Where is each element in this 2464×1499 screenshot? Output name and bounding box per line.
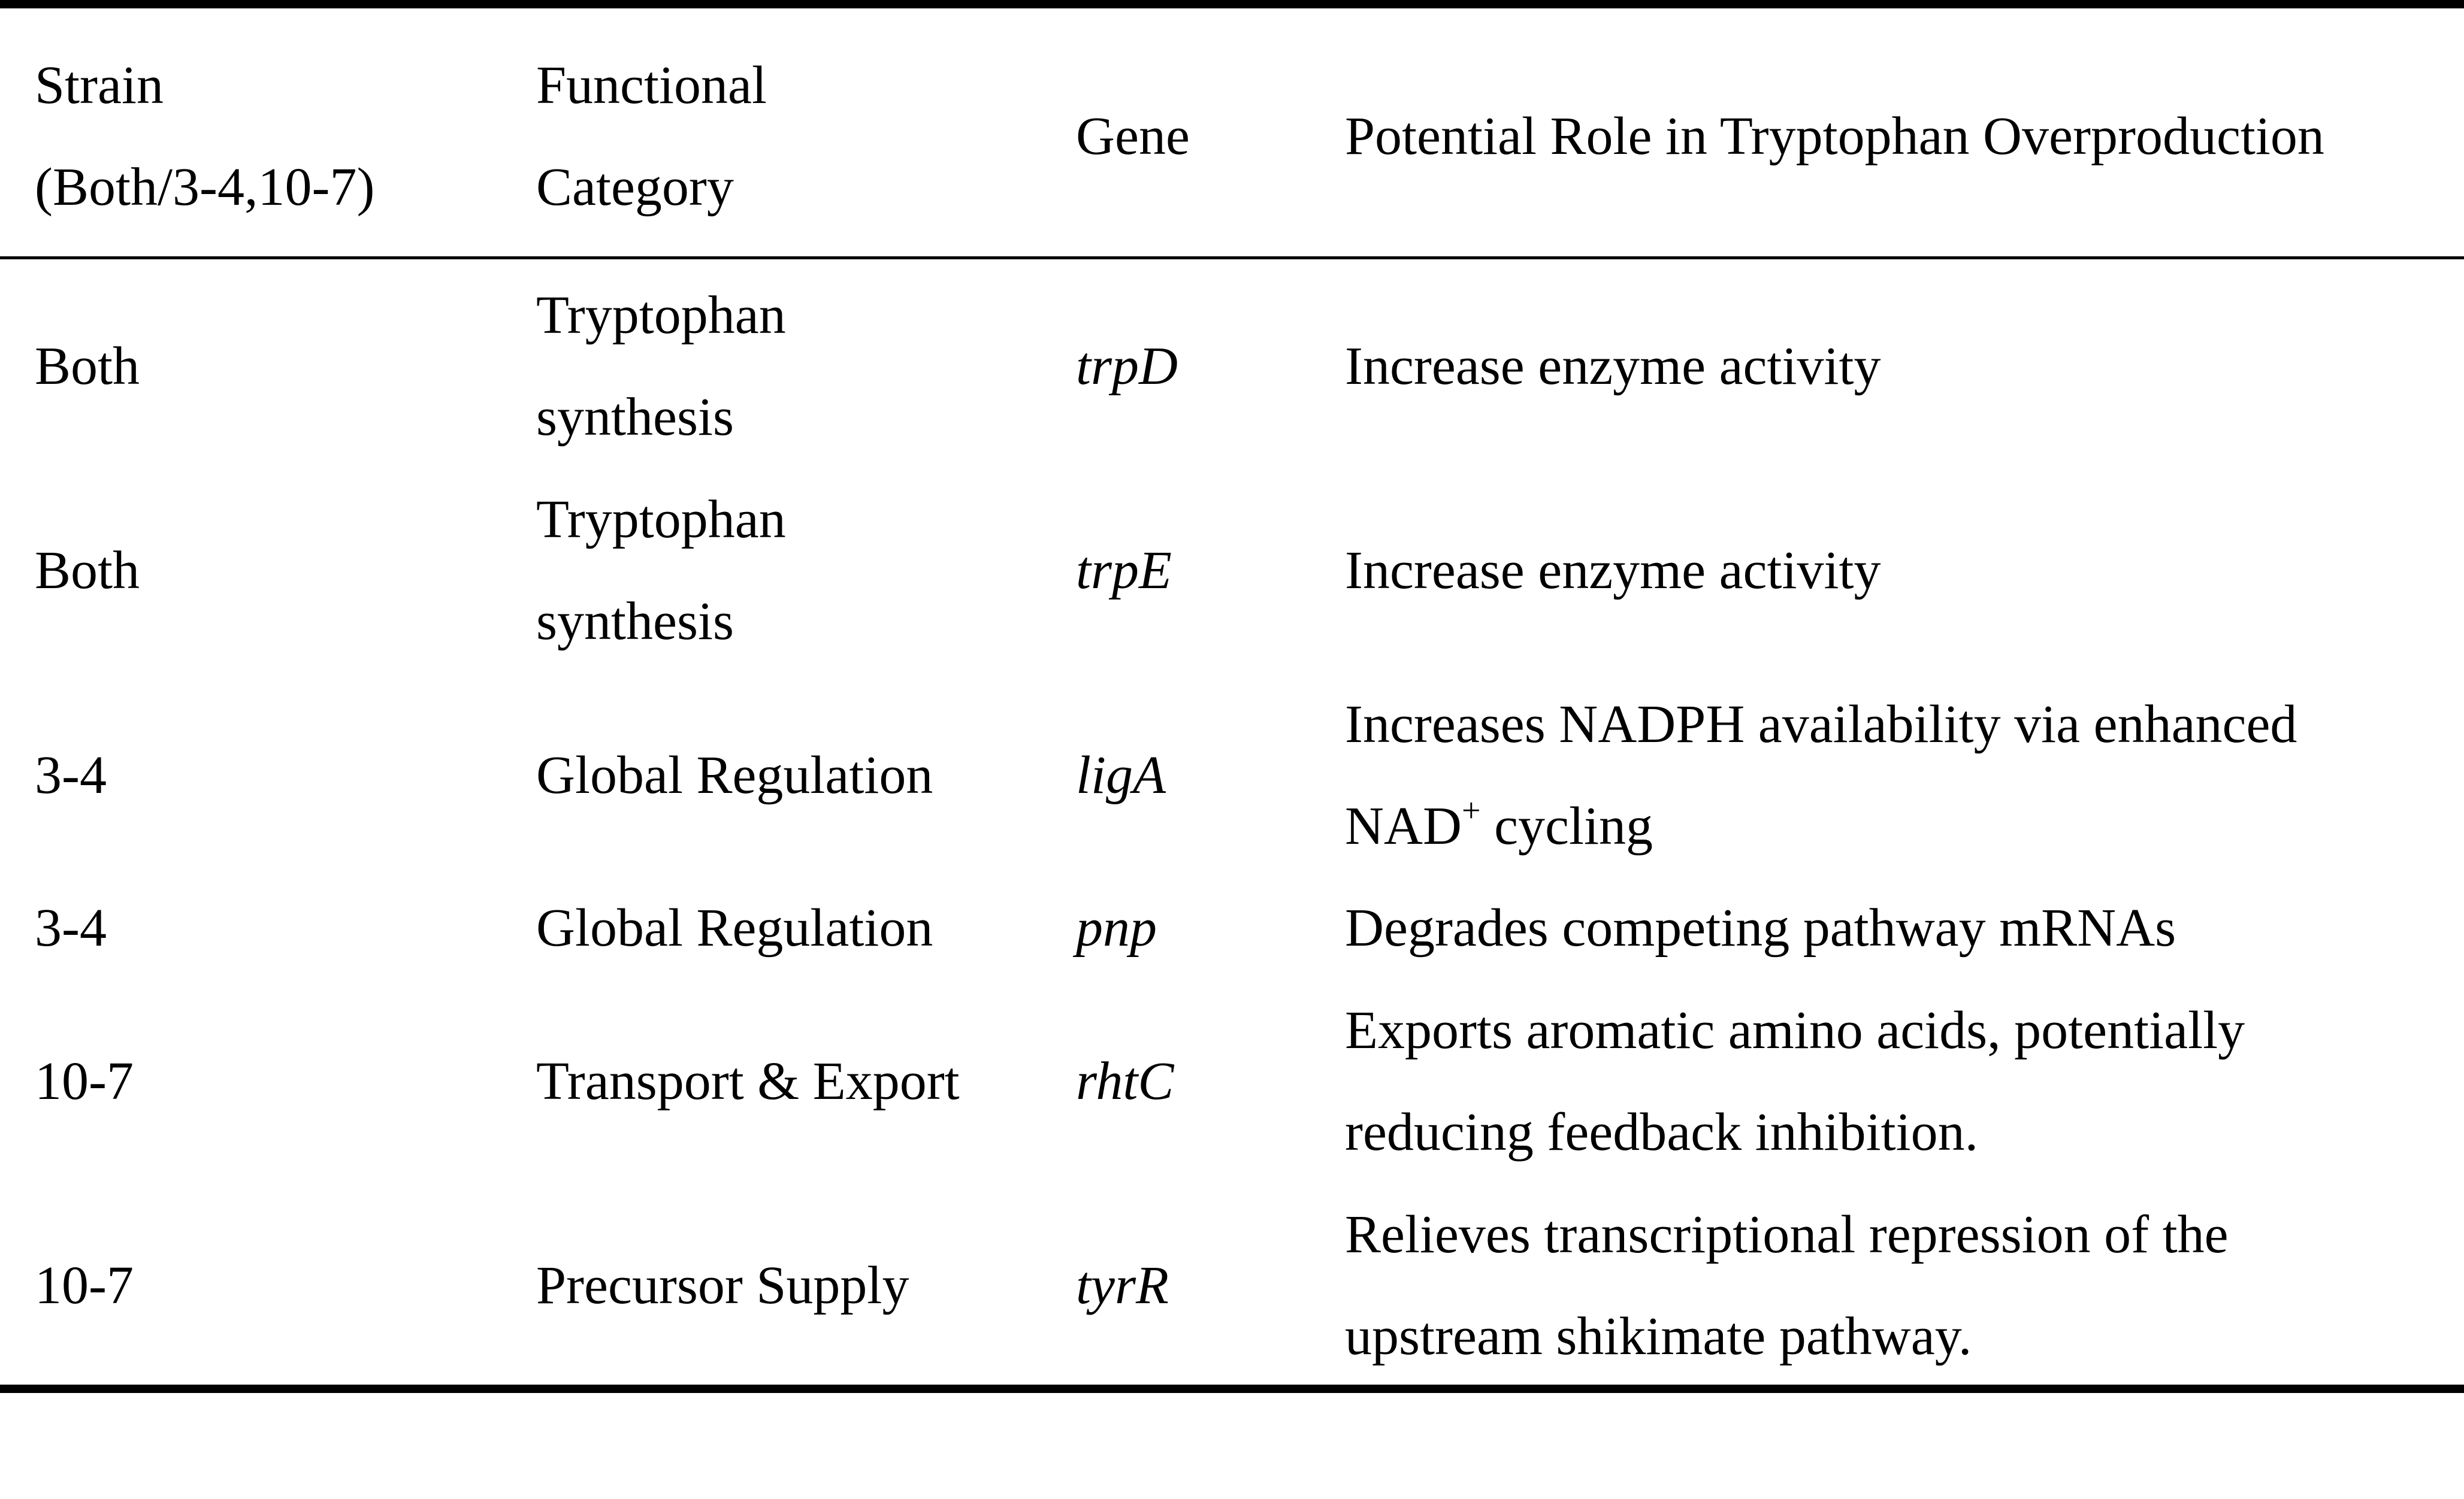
row-6-role-line1: Relieves transcriptional repression of t… [1345,1205,2229,1264]
row-3-role-cycling: cycling [1480,797,1653,856]
row-4-category: Global Regulation [536,898,933,958]
row-3-role-line2: NAD+ cycling [1345,776,2297,877]
row-1-category-line1: Tryptophan [536,286,786,345]
header-category: Functional Category [536,35,767,238]
row-3-category: Global Regulation [536,746,933,805]
row-2-gene: trpE [1076,541,1172,600]
row-6-role: Relieves transcriptional repression of t… [1345,1184,2229,1388]
row-3-role: Increases NADPH availability via enhance… [1345,674,2297,877]
row-4-role: Degrades competing pathway mRNAs [1345,898,2176,958]
row-2-category-line2: synthesis [536,592,734,651]
header-strain: Strain (Both/3-4,10-7) [35,35,374,238]
header-rule [0,256,2464,259]
row-5-role-line2: reducing feedback inhibition. [1345,1103,1979,1162]
row-4-gene: pnp [1076,898,1157,958]
row-1-role: Increase enzyme activity [1345,337,1881,396]
row-6-category: Precursor Supply [536,1256,909,1315]
row-2-category-line1: Tryptophan [536,490,786,549]
row-1-category-line2: synthesis [536,387,734,447]
row-5-role-line1: Exports aromatic amino acids, potentiall… [1345,1001,2245,1060]
row-6-gene: tyrR [1076,1256,1169,1315]
row-3-role-line1: Increases NADPH availability via enhance… [1345,695,2297,754]
row-3-strain: 3-4 [35,746,107,805]
row-1-category: Tryptophan synthesis [536,265,786,468]
table-bottom-rule [0,1385,2464,1393]
header-strain-line2: (Both/3-4,10-7) [35,158,375,217]
row-5-category: Transport & Export [536,1052,960,1111]
row-2-strain: Both [35,541,140,600]
row-6-role-line2: upstream shikimate pathway. [1345,1307,1972,1366]
header-strain-line1: Strain [35,56,164,115]
table-top-rule [0,0,2464,8]
row-2-category: Tryptophan synthesis [536,469,786,673]
row-5-role: Exports aromatic amino acids, potentiall… [1345,980,2245,1183]
row-1-strain: Both [35,337,140,396]
header-category-line2: Category [536,158,734,217]
row-4-strain: 3-4 [35,898,107,958]
row-1-gene: trpD [1076,337,1178,396]
row-3-role-superscript: + [1462,792,1481,829]
row-6-strain: 10-7 [35,1256,134,1315]
row-3-role-nad: NAD [1345,797,1462,856]
header-category-line1: Functional [536,56,767,115]
header-gene: Gene [1076,107,1190,166]
row-5-strain: 10-7 [35,1052,134,1111]
header-role: Potential Role in Tryptophan Overproduct… [1345,107,2324,166]
row-5-gene: rhtC [1076,1052,1174,1111]
row-3-gene: ligA [1076,746,1166,805]
row-2-role: Increase enzyme activity [1345,541,1881,600]
